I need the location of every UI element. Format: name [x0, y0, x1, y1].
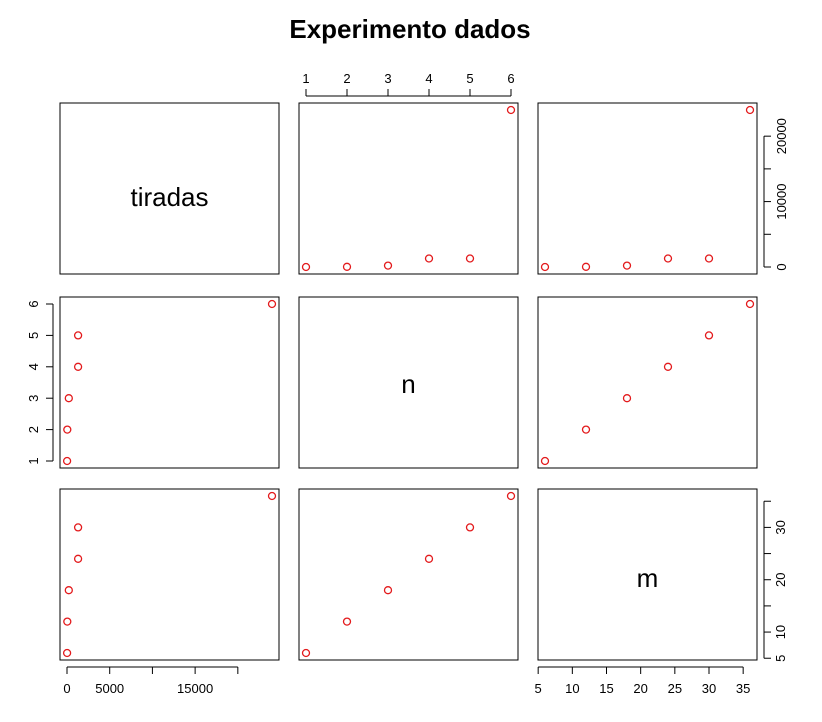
tick-label-bottom-m-10: 10 — [565, 681, 579, 696]
point-tiradas-vs-n-1 — [301, 262, 311, 272]
point-m-vs-tiradas-5 — [73, 523, 83, 532]
point-m-vs-tiradas-6 — [267, 491, 277, 501]
point-n-vs-tiradas-2 — [63, 425, 72, 434]
point-n-vs-m-4 — [663, 362, 673, 371]
tick-label-right-m-5: 5 — [773, 655, 788, 662]
point-n-vs-tiradas-1 — [62, 456, 72, 466]
panel-2-1 — [59, 296, 280, 469]
point-m-vs-n-4 — [424, 554, 434, 563]
point-m-vs-n-5 — [465, 523, 475, 532]
panel-2-3 — [537, 296, 758, 469]
point-n-vs-m-1 — [540, 456, 550, 466]
tick-label-top-n-4: 4 — [425, 71, 432, 86]
axes-layer: 1 2 3 4 5 6 0 10000 20000 1 2 3 4 5 6 5 10 20 30 0 5000 15000… — [26, 71, 789, 696]
point-tiradas-vs-m-2 — [581, 262, 591, 271]
panel-1-1: tiradas — [59, 102, 280, 275]
points-layer — [62, 105, 755, 658]
point-tiradas-vs-n-4 — [424, 254, 434, 263]
tick-label-bottom-m-15: 15 — [599, 681, 613, 696]
point-tiradas-vs-m-5 — [704, 254, 714, 263]
tick-label-bottom-tiradas-5000: 5000 — [95, 681, 124, 696]
point-m-vs-n-6 — [506, 491, 516, 501]
panel-3-2 — [298, 488, 519, 661]
tick-label-top-n-2: 2 — [343, 71, 350, 86]
tick-label-left-n-3: 3 — [26, 395, 41, 402]
tick-label-right-tiradas-0: 0 — [774, 263, 789, 270]
point-m-vs-n-1 — [301, 648, 311, 658]
tick-label-bottom-m-20: 20 — [633, 681, 647, 696]
point-tiradas-vs-n-2 — [342, 262, 352, 271]
tick-label-left-n-4: 4 — [26, 363, 41, 370]
point-tiradas-vs-m-3 — [622, 261, 632, 270]
point-m-vs-tiradas-4 — [73, 554, 83, 563]
tick-label-bottom-m-35: 35 — [736, 681, 750, 696]
tick-label-bottom-tiradas-15000: 15000 — [177, 681, 213, 696]
tick-label-top-n-5: 5 — [466, 71, 473, 86]
tick-label-right-tiradas-20000: 20000 — [774, 118, 789, 154]
panel-3-3: m — [537, 488, 758, 661]
point-n-vs-m-6 — [745, 299, 755, 309]
point-n-vs-tiradas-3 — [64, 394, 73, 403]
tick-label-right-m-30: 30 — [773, 520, 788, 534]
point-m-vs-n-2 — [342, 617, 352, 626]
tick-label-bottom-m-5: 5 — [535, 681, 542, 696]
point-tiradas-vs-m-4 — [663, 254, 673, 263]
point-m-vs-tiradas-3 — [64, 586, 73, 595]
tick-label-bottom-m-25: 25 — [668, 681, 682, 696]
tick-label-top-n-6: 6 — [507, 71, 514, 86]
diag-label-n: n — [401, 369, 415, 399]
tick-label-bottom-tiradas-0: 0 — [63, 681, 70, 696]
panel-2-2: n — [298, 296, 519, 469]
tick-label-right-tiradas-10000: 10000 — [774, 184, 789, 220]
diag-label-tiradas: tiradas — [130, 182, 208, 212]
point-m-vs-n-3 — [383, 586, 393, 595]
point-tiradas-vs-n-3 — [383, 261, 393, 270]
point-tiradas-vs-n-5 — [465, 254, 475, 263]
point-tiradas-vs-m-1 — [540, 262, 550, 272]
diag-label-m: m — [637, 563, 659, 593]
point-n-vs-m-2 — [581, 425, 591, 434]
tick-label-top-n-1: 1 — [302, 71, 309, 86]
point-n-vs-m-5 — [704, 331, 714, 340]
panel-1-2 — [298, 102, 519, 275]
tick-label-bottom-m-30: 30 — [702, 681, 716, 696]
point-n-vs-tiradas-4 — [73, 362, 83, 371]
point-tiradas-vs-n-6 — [506, 105, 516, 115]
point-n-vs-tiradas-6 — [267, 299, 277, 309]
point-n-vs-m-3 — [622, 394, 632, 403]
tick-label-left-n-1: 1 — [26, 457, 41, 464]
point-m-vs-tiradas-2 — [63, 617, 72, 626]
tick-label-left-n-6: 6 — [26, 300, 41, 307]
chart-title: Experimento dados — [289, 14, 530, 44]
tick-label-right-m-10: 10 — [773, 625, 788, 639]
panel-3-1 — [59, 488, 280, 661]
point-m-vs-tiradas-1 — [62, 648, 72, 658]
tick-label-left-n-5: 5 — [26, 332, 41, 339]
point-tiradas-vs-m-6 — [745, 105, 755, 115]
panel-1-3 — [537, 102, 758, 275]
tick-label-top-n-3: 3 — [384, 71, 391, 86]
tick-label-left-n-2: 2 — [26, 426, 41, 433]
point-n-vs-tiradas-5 — [73, 331, 83, 340]
tick-label-right-m-20: 20 — [773, 572, 788, 586]
